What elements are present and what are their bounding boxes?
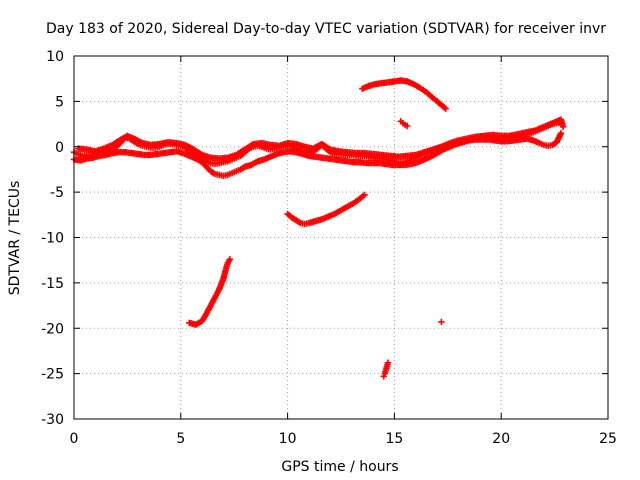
data-point <box>557 129 565 137</box>
y-tick-label: -25 <box>41 367 64 383</box>
y-tick-label: -10 <box>41 231 64 247</box>
y-tick-label: -5 <box>50 185 64 201</box>
data-series <box>70 77 567 380</box>
x-tick-label: 0 <box>70 431 79 447</box>
y-tick-label: -20 <box>41 321 64 337</box>
data-point <box>361 191 368 199</box>
y-tick-label: 0 <box>55 140 64 156</box>
chart-title: Day 183 of 2020, Sidereal Day-to-day VTE… <box>46 21 606 37</box>
data-point <box>226 256 234 263</box>
series-isolated-17.2h <box>438 318 445 326</box>
x-tick-label: 5 <box>176 431 185 447</box>
data-point <box>404 122 411 130</box>
y-tick-label: 10 <box>46 49 64 65</box>
x-tick-label: 15 <box>385 431 403 447</box>
data-point <box>442 105 449 112</box>
data-point <box>384 359 392 366</box>
y-tick-label: -30 <box>41 412 64 428</box>
y-tick-label: 5 <box>55 94 64 110</box>
series-arc-upper-15h <box>359 77 449 112</box>
series-rising-6h <box>186 256 234 328</box>
axis-ticks: 0 5 10 15 20 25 -30 -25 -20 -15 -10 -5 0 5 10 <box>41 49 617 447</box>
y-tick-label: -15 <box>41 276 64 292</box>
x-tick-label: 25 <box>599 431 617 447</box>
data-point <box>559 123 567 130</box>
series-cluster-14.6h <box>380 359 392 380</box>
x-tick-label: 10 <box>279 431 297 447</box>
series-arc-mid-10h <box>284 191 368 228</box>
series-short-15h <box>397 118 411 130</box>
series-upper-band <box>75 116 567 162</box>
x-axis-label: GPS time / hours <box>281 459 398 475</box>
series-lower-band <box>70 129 565 179</box>
x-tick-label: 20 <box>492 431 510 447</box>
grid-lines <box>74 56 608 419</box>
y-axis-label: SDTVAR / TECUs <box>7 181 23 296</box>
data-point <box>438 318 445 326</box>
